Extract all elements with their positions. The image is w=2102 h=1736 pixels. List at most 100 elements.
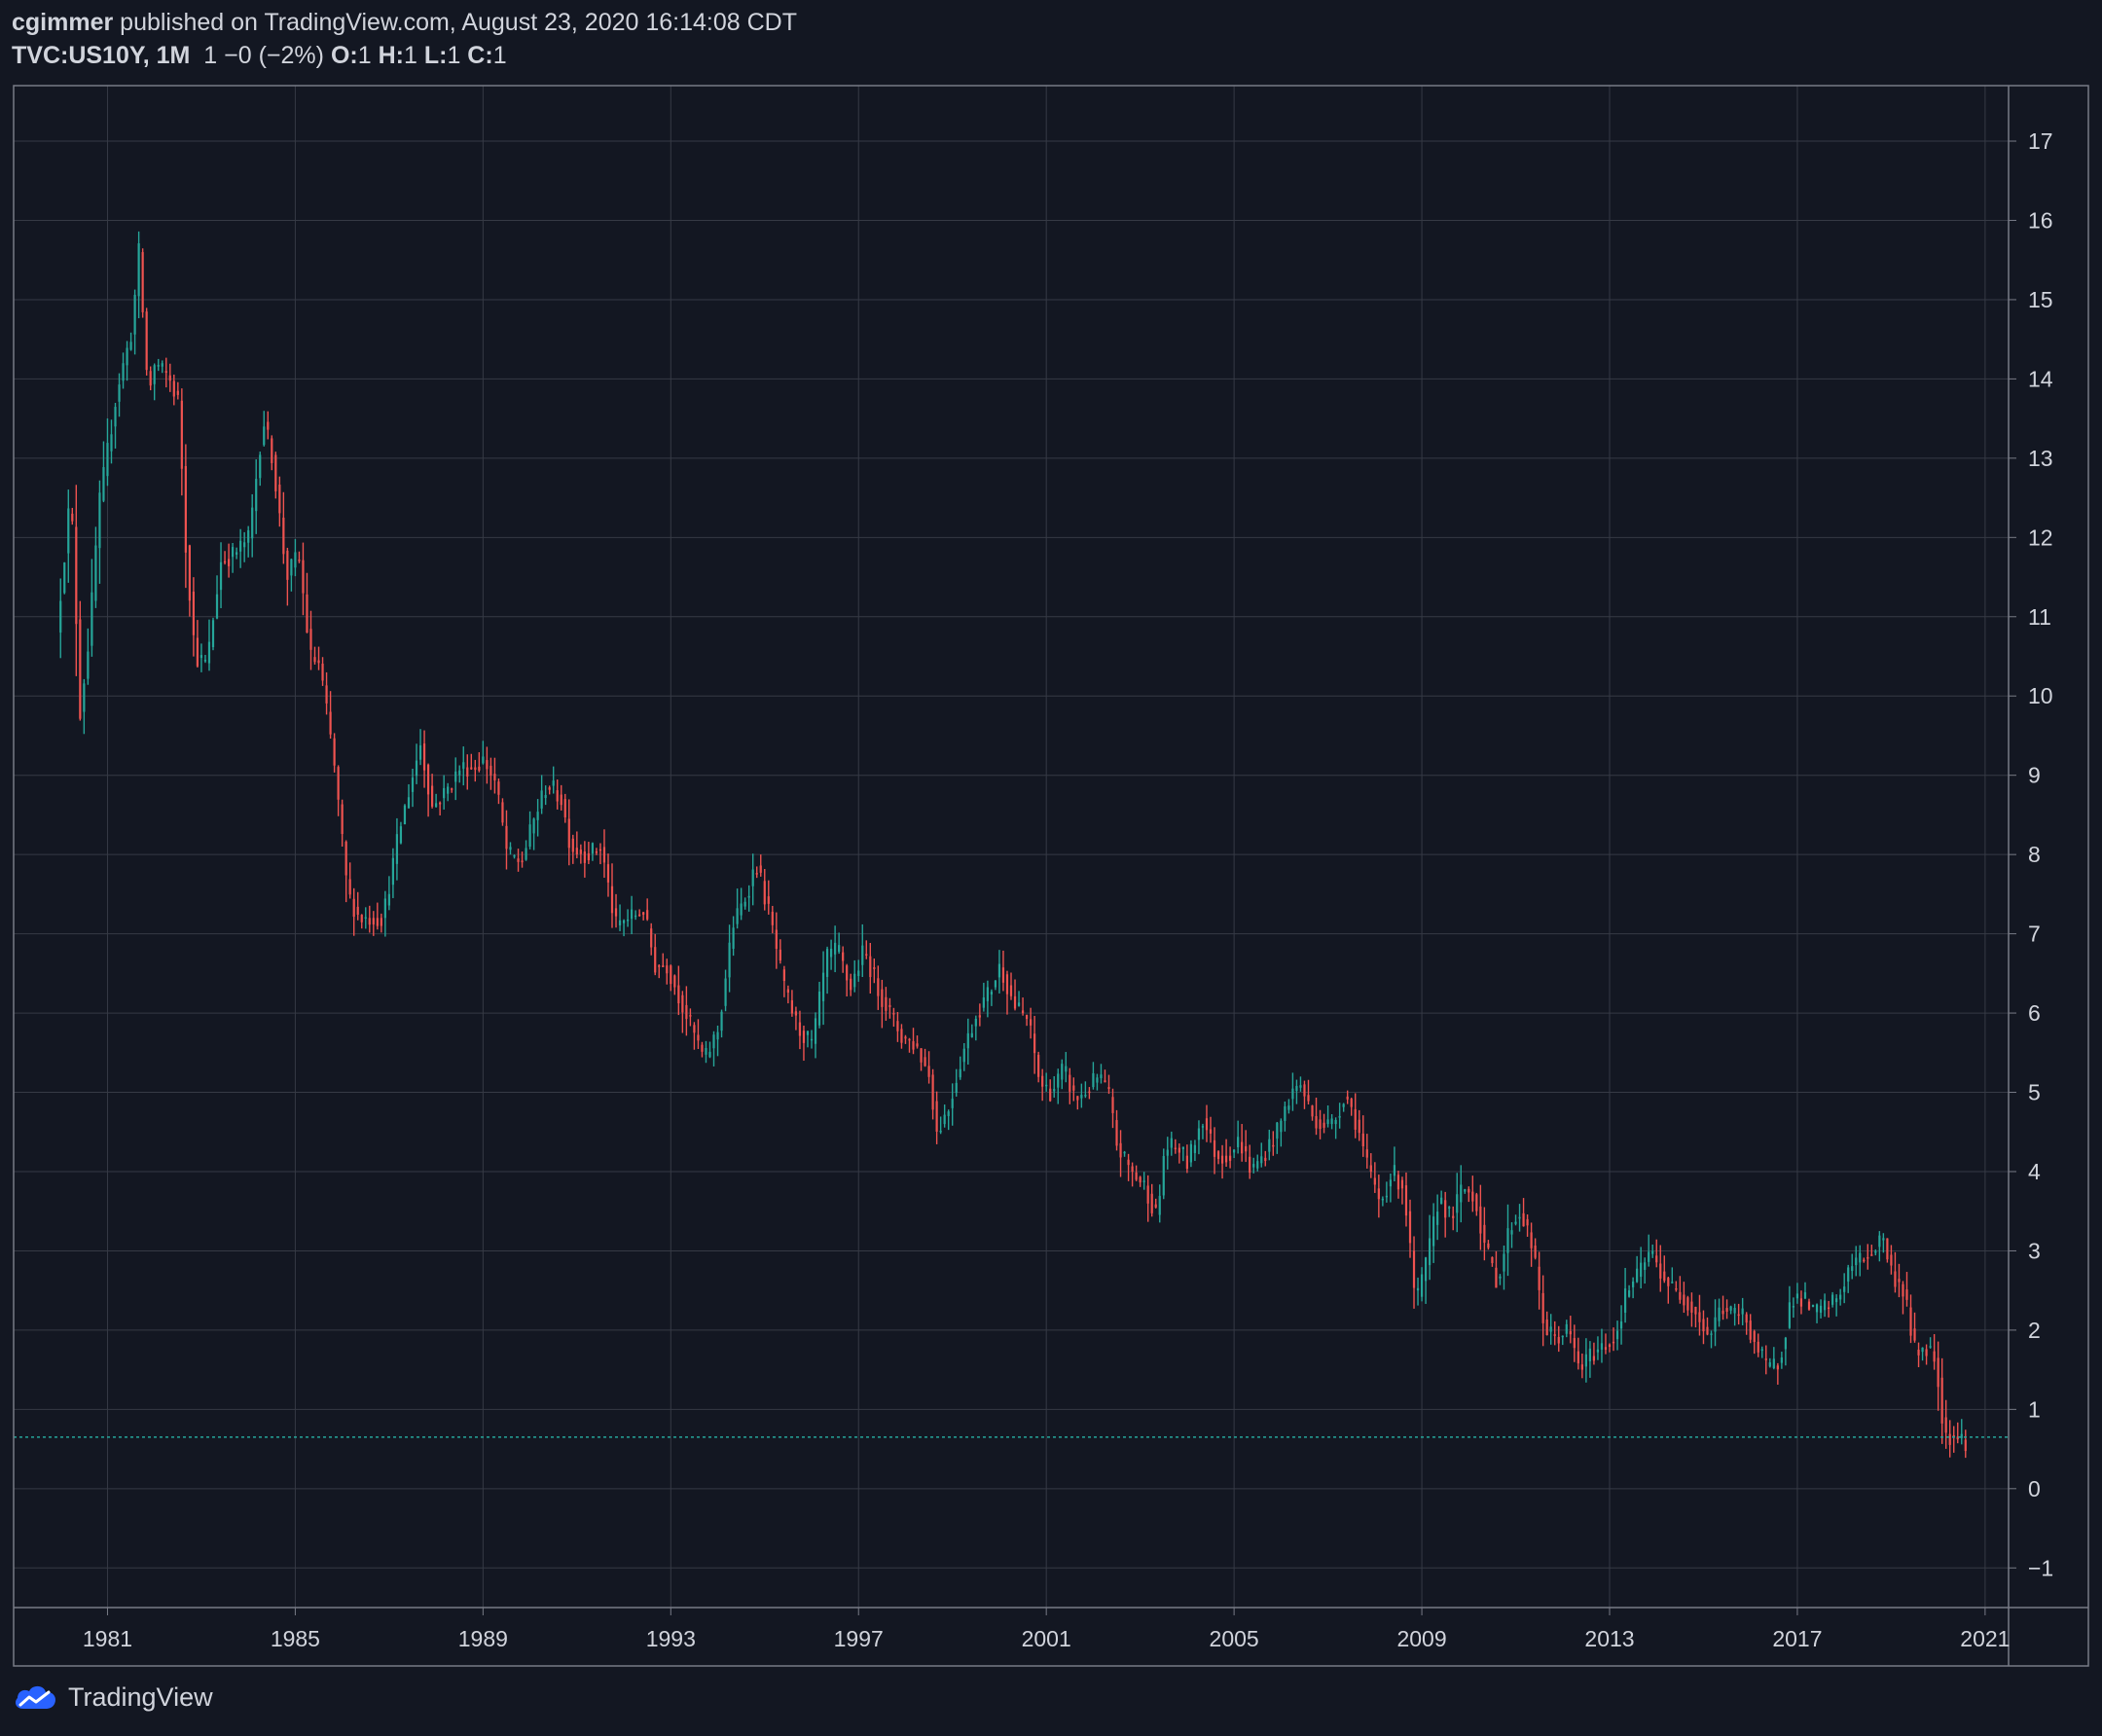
candle-body (1237, 1137, 1240, 1147)
candle-body (1538, 1266, 1540, 1290)
candle-body (775, 929, 778, 950)
candle-body (1526, 1218, 1529, 1226)
candle-body (1330, 1118, 1333, 1125)
candle-body (810, 1038, 814, 1041)
candle-body (712, 1034, 715, 1049)
candle-body (71, 513, 74, 522)
candle-body (1228, 1155, 1232, 1161)
candle-body (294, 552, 297, 568)
candle-body (1358, 1119, 1360, 1134)
candle-body (1651, 1250, 1654, 1254)
author-name[interactable]: cgimmer (12, 9, 114, 36)
candle-body (997, 963, 1001, 978)
time-tick-label: 2005 (1210, 1626, 1259, 1651)
candle-body (59, 600, 62, 633)
candle-body (1013, 995, 1017, 1009)
candle-body (149, 371, 152, 386)
candle-body (259, 454, 262, 479)
candle-body (779, 949, 781, 961)
candle-body (180, 400, 183, 469)
candle-body (1001, 967, 1005, 983)
candle-body (1096, 1077, 1099, 1083)
candle-body (1100, 1074, 1103, 1079)
candle-body (1041, 1075, 1044, 1087)
candle-body (947, 1111, 950, 1116)
candle-body (1245, 1145, 1248, 1152)
candle-body (199, 655, 203, 659)
candle-body (1909, 1307, 1912, 1336)
candle-body (681, 995, 684, 1013)
candle-body (110, 434, 113, 452)
candle-body (1166, 1149, 1169, 1156)
candle-body (1311, 1105, 1314, 1117)
candle-body (1088, 1091, 1091, 1094)
candle-body (720, 1011, 723, 1031)
candle-body (892, 1013, 895, 1015)
time-axis[interactable]: 1981 1985 1989 1993 1997 2001 2005 2009 2013 2017… (83, 1608, 2011, 1651)
candle-body (1174, 1147, 1177, 1150)
candle-body (595, 850, 598, 853)
price-tick-label: 12 (2028, 524, 2053, 550)
candle-body (1518, 1216, 1521, 1219)
candle-body (1076, 1096, 1079, 1101)
candle-body (982, 997, 985, 1008)
candle-body (877, 978, 880, 996)
candle-body (630, 909, 634, 920)
candle-body (251, 507, 254, 539)
candle-body (1104, 1080, 1106, 1083)
candle-body (341, 804, 344, 835)
candle-body (306, 594, 308, 633)
candle-body (1608, 1344, 1612, 1348)
candle-body (751, 869, 754, 886)
candle-body (439, 802, 442, 805)
candle-body (1741, 1308, 1744, 1315)
footer-brand[interactable]: TradingView (12, 1682, 213, 1713)
candle-body (1514, 1221, 1517, 1224)
candle-body (426, 764, 430, 795)
candle-body (1636, 1268, 1639, 1283)
close-value: 1 (492, 42, 507, 69)
candle-body (376, 918, 379, 926)
candle-body (1776, 1365, 1779, 1370)
candle-body (1659, 1263, 1662, 1279)
candle-body (509, 847, 512, 850)
symbol-label[interactable]: TVC:US10Y, 1M (12, 42, 191, 69)
candle-body (1760, 1349, 1763, 1352)
candle-body (935, 1101, 938, 1132)
candle-body (1823, 1300, 1827, 1311)
candle-body (1619, 1320, 1623, 1329)
candle-body (1772, 1358, 1775, 1368)
candle-body (1863, 1259, 1866, 1262)
candle-body (1424, 1257, 1428, 1282)
candle-body (1894, 1271, 1897, 1287)
candle-body (1005, 974, 1009, 995)
candle-body (521, 860, 524, 863)
candle-body (1241, 1141, 1244, 1154)
candle-body (1428, 1238, 1432, 1266)
candle-body (1475, 1194, 1478, 1212)
candle-body (662, 965, 665, 967)
candle-body (141, 252, 144, 312)
candle-body (697, 1034, 700, 1041)
candle-body (1185, 1155, 1188, 1170)
candle-body (1565, 1323, 1568, 1334)
candle-body (1139, 1176, 1142, 1183)
candle-body (1541, 1292, 1544, 1323)
candle-body (443, 787, 446, 799)
candle-body (1220, 1155, 1224, 1164)
candle-body (912, 1041, 915, 1050)
candle-body (583, 851, 586, 863)
candle-body (1757, 1341, 1759, 1353)
candle-body (548, 787, 551, 790)
candle-body (1553, 1334, 1556, 1336)
candle-body (1287, 1105, 1290, 1110)
candle-body (544, 794, 547, 799)
chart-header: cgimmer published on TradingView.com, Au… (12, 6, 797, 72)
candle-body (1686, 1297, 1689, 1311)
candle-body (767, 896, 770, 904)
candle-body (1839, 1294, 1842, 1300)
candle-body (1882, 1238, 1885, 1241)
price-tick-label: 5 (2028, 1080, 2041, 1105)
